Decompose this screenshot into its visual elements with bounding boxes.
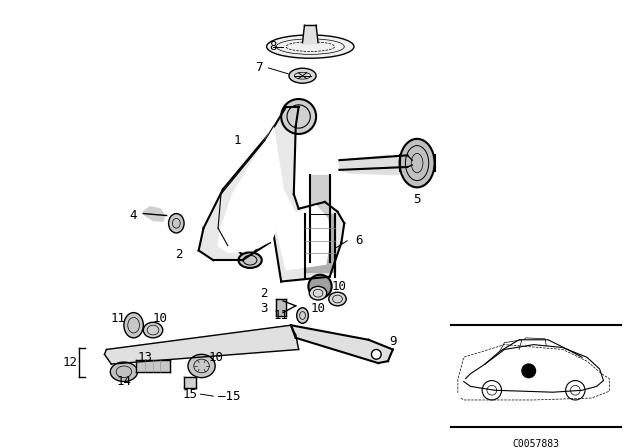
Text: 10: 10 [209, 351, 223, 364]
Text: 13: 13 [138, 351, 153, 364]
Text: 6: 6 [355, 234, 363, 247]
Polygon shape [198, 107, 344, 281]
Text: C0057883: C0057883 [512, 439, 559, 448]
Ellipse shape [110, 362, 138, 382]
Ellipse shape [309, 286, 327, 300]
Circle shape [482, 380, 502, 400]
Text: 10: 10 [332, 280, 347, 293]
Text: 5: 5 [413, 193, 421, 206]
Ellipse shape [289, 68, 316, 83]
Ellipse shape [297, 308, 308, 323]
Text: 12: 12 [62, 356, 77, 369]
Polygon shape [143, 207, 164, 221]
Ellipse shape [399, 139, 435, 187]
Text: 3: 3 [260, 302, 268, 315]
Ellipse shape [329, 292, 346, 306]
Polygon shape [184, 377, 196, 388]
Ellipse shape [237, 233, 257, 256]
Text: 8: 8 [269, 40, 277, 53]
Polygon shape [339, 155, 408, 175]
Circle shape [522, 364, 536, 378]
Text: 9: 9 [389, 335, 397, 348]
Ellipse shape [168, 214, 184, 233]
Polygon shape [218, 126, 330, 270]
Text: 15: 15 [182, 388, 197, 401]
Polygon shape [104, 325, 299, 364]
Polygon shape [305, 214, 335, 272]
Ellipse shape [143, 322, 163, 338]
Text: 2: 2 [175, 248, 183, 261]
Text: 10: 10 [310, 302, 326, 315]
Ellipse shape [239, 252, 262, 268]
Polygon shape [303, 25, 318, 44]
Polygon shape [276, 299, 286, 316]
Text: 7: 7 [255, 61, 262, 74]
Circle shape [371, 349, 381, 359]
Text: 4: 4 [130, 209, 138, 222]
Text: 1: 1 [234, 134, 241, 147]
Circle shape [566, 380, 585, 400]
Polygon shape [291, 325, 393, 363]
Circle shape [308, 275, 332, 298]
Text: —15: —15 [218, 390, 241, 403]
Polygon shape [136, 360, 170, 372]
Ellipse shape [267, 35, 354, 58]
Ellipse shape [124, 313, 143, 338]
Text: 2: 2 [260, 287, 268, 300]
Text: 14: 14 [116, 375, 131, 388]
Text: 11: 11 [111, 312, 125, 325]
Text: 11: 11 [274, 309, 289, 322]
Circle shape [281, 99, 316, 134]
Polygon shape [310, 175, 330, 214]
Text: 10: 10 [152, 312, 167, 325]
Ellipse shape [188, 354, 215, 378]
